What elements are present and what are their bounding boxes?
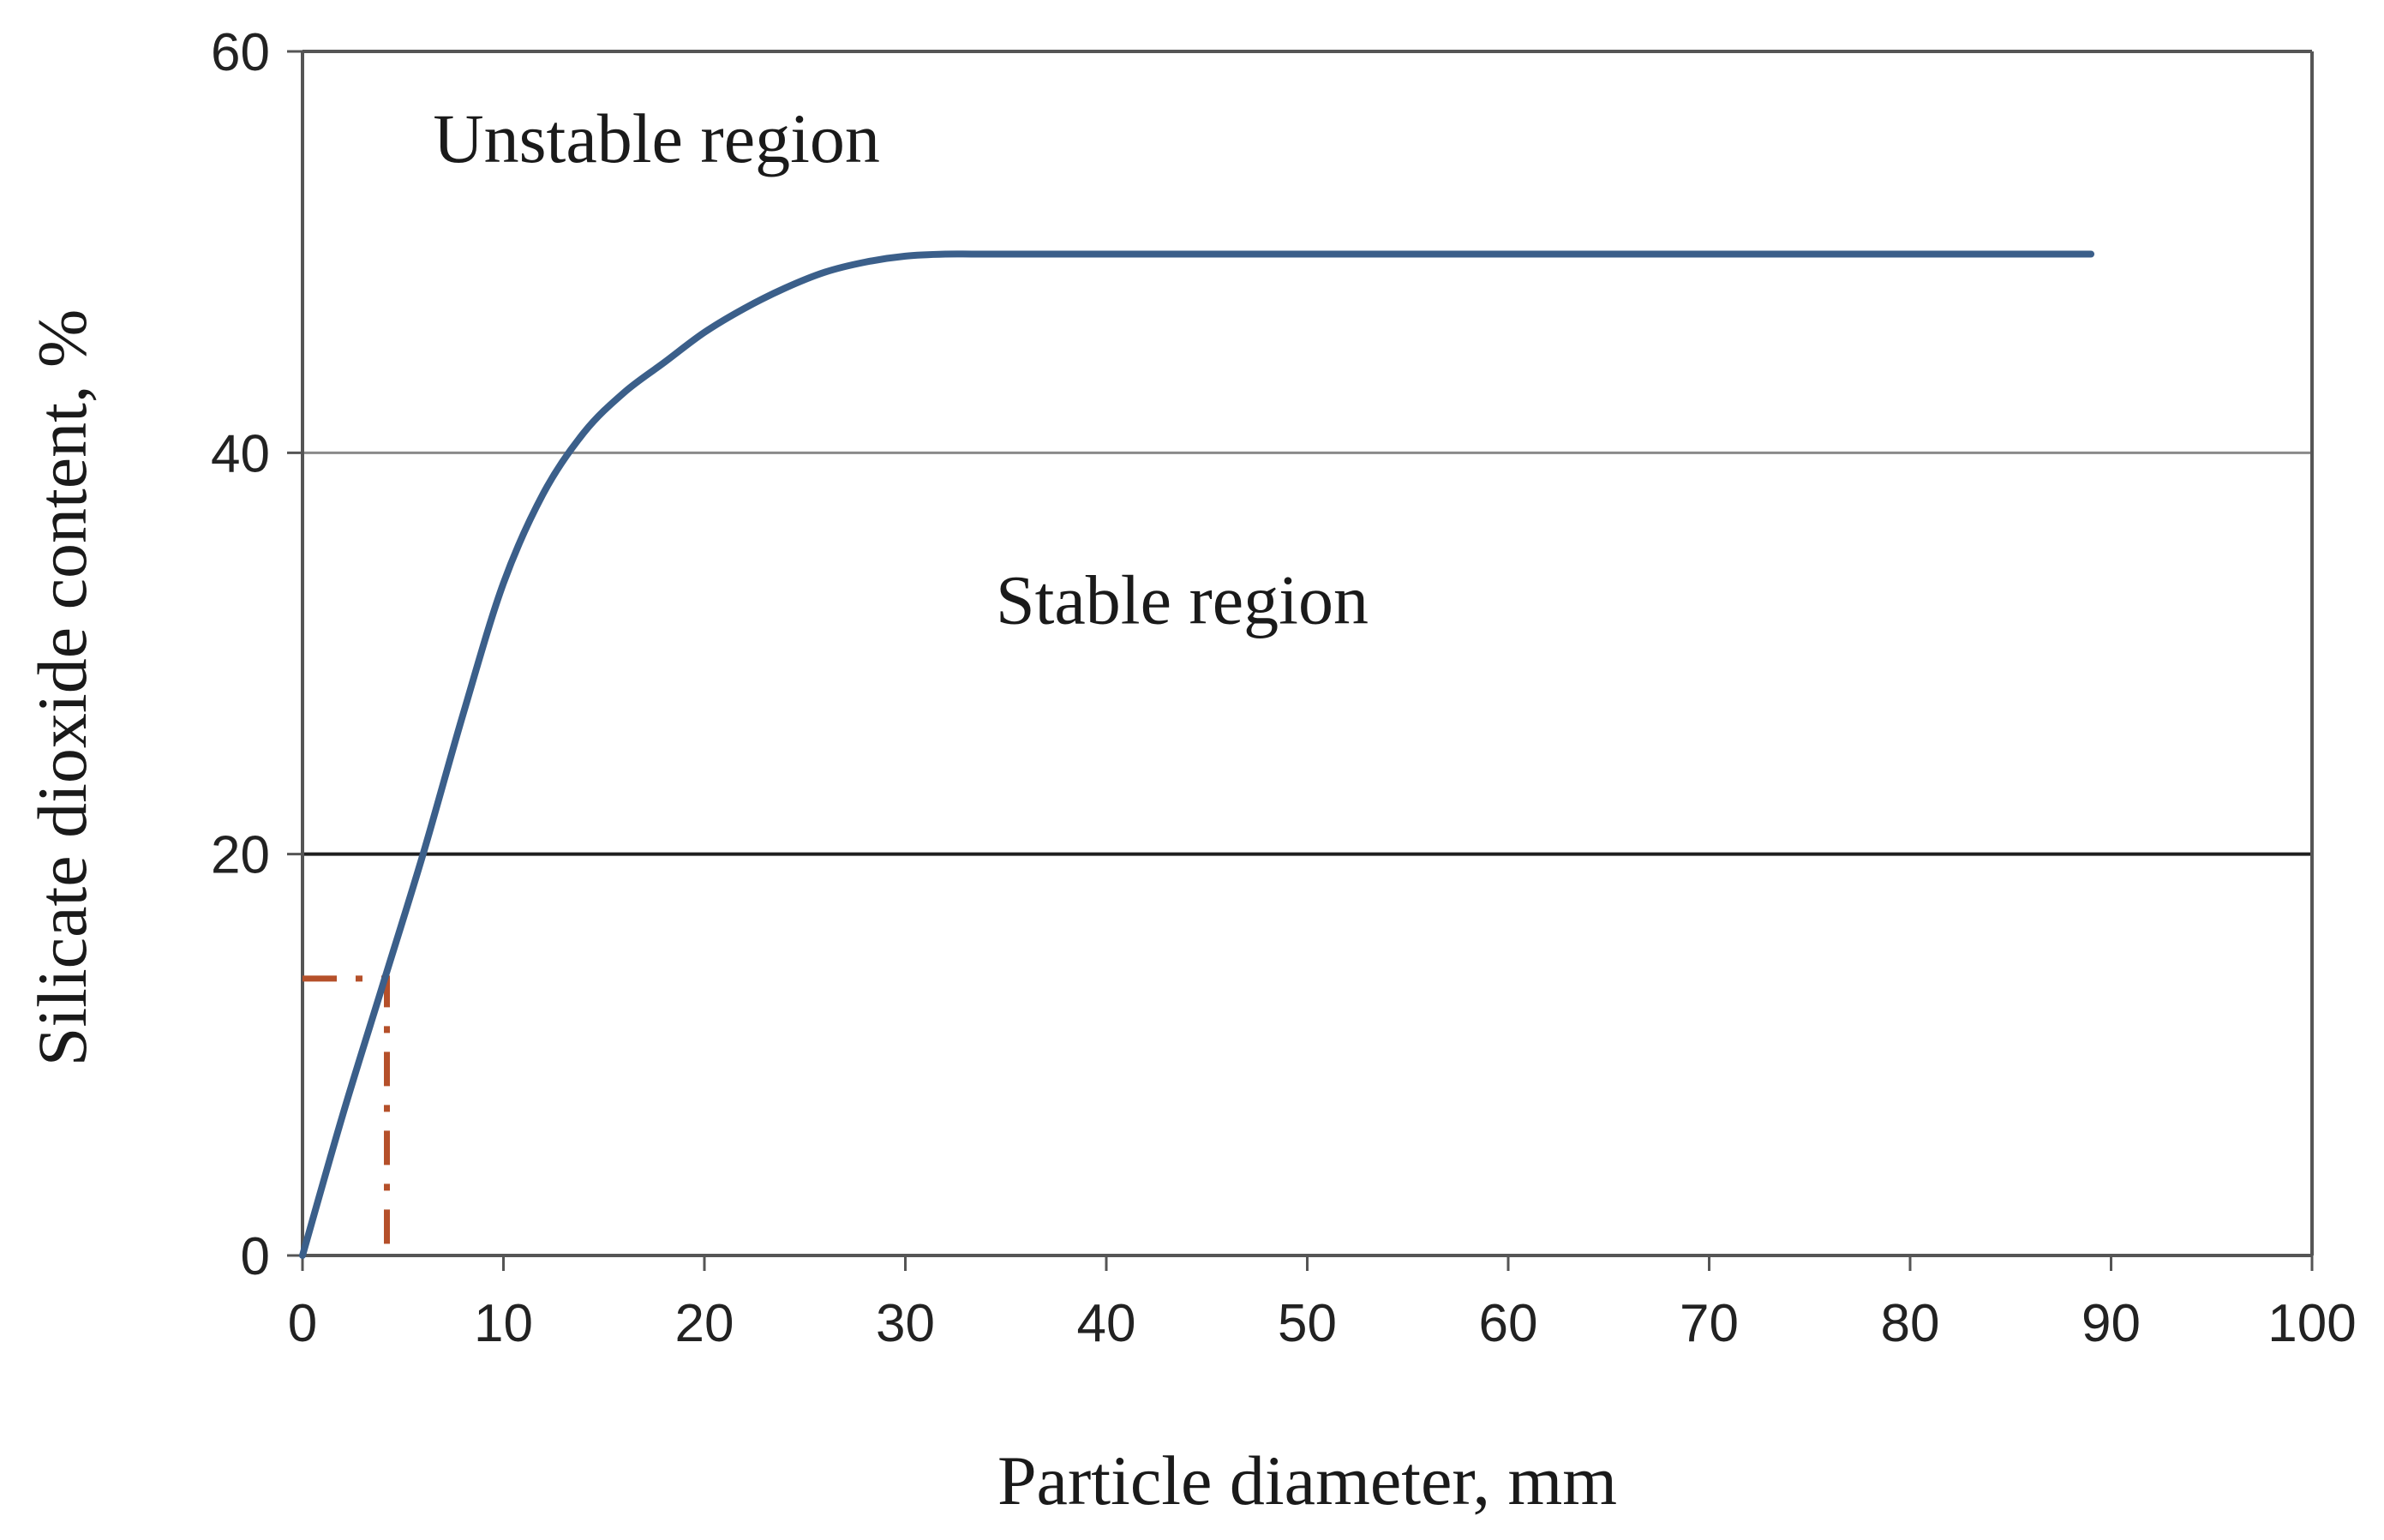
x-tick-label: 80 bbox=[1881, 1294, 1940, 1353]
x-axis-label: Particle diameter, mm bbox=[997, 1441, 1617, 1519]
data-series bbox=[299, 250, 2095, 1259]
x-tick-label: 70 bbox=[1680, 1294, 1739, 1353]
y-axis-label: Silicate dioxide content, % bbox=[23, 309, 101, 1067]
tick-labels: 0 20 40 60 0 10 20 30 40 50 60 70 80 90 100 bbox=[211, 23, 2357, 1353]
x-tick-label: 10 bbox=[474, 1294, 533, 1353]
x-tick-label: 50 bbox=[1278, 1294, 1337, 1353]
y-tick-label: 0 bbox=[241, 1227, 270, 1286]
x-tick-label: 40 bbox=[1077, 1294, 1136, 1353]
x-tick-label: 0 bbox=[288, 1294, 317, 1353]
x-tick-label: 100 bbox=[2267, 1294, 2356, 1353]
x-tick-label: 60 bbox=[1479, 1294, 1538, 1353]
gridlines bbox=[302, 451, 2312, 856]
plot-area bbox=[302, 51, 2312, 1255]
x-tick-label: 90 bbox=[2082, 1294, 2141, 1353]
y-tick-label: 20 bbox=[211, 826, 270, 885]
x-tick-label: 20 bbox=[675, 1294, 734, 1353]
x-tick-label: 30 bbox=[876, 1294, 935, 1353]
series-line bbox=[299, 250, 2095, 1259]
y-tick-label: 60 bbox=[211, 23, 270, 82]
stable-region-label: Stable region bbox=[996, 560, 1369, 638]
unstable-region-label: Unstable region bbox=[433, 99, 879, 177]
axes bbox=[287, 50, 2314, 1271]
y-tick-label: 40 bbox=[211, 424, 270, 483]
region-annotations: Unstable region Stable region bbox=[433, 99, 1369, 639]
